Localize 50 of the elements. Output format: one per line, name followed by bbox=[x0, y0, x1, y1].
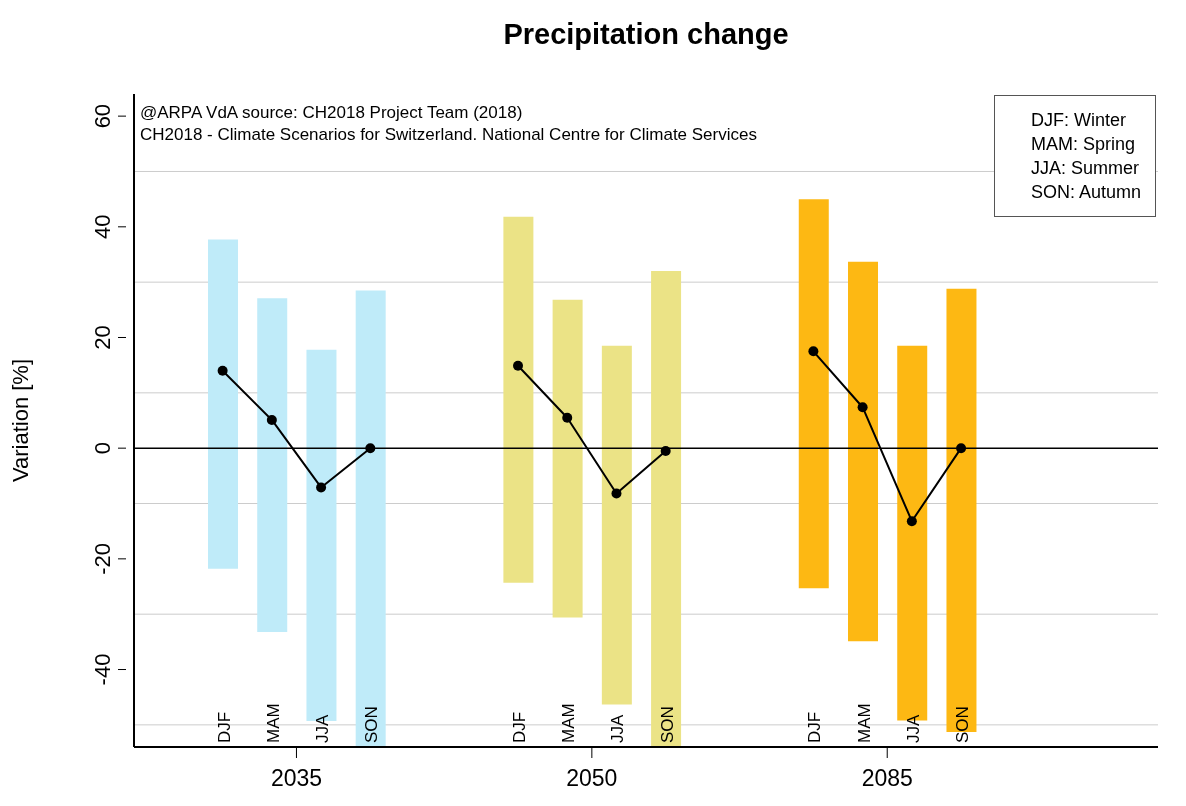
bar bbox=[798, 199, 829, 589]
bar bbox=[651, 271, 682, 747]
x-tick-label: SON bbox=[657, 706, 677, 743]
bar bbox=[208, 239, 238, 569]
bar bbox=[848, 261, 878, 642]
text: JJA: Summer bbox=[1030, 157, 1140, 180]
x-tick-label: MAM bbox=[559, 703, 579, 743]
chart-title: Precipitation change bbox=[502, 18, 790, 51]
y-tick-label: 0 bbox=[90, 442, 115, 455]
point bbox=[857, 402, 868, 413]
x-tick-label: DJF bbox=[805, 711, 825, 743]
point bbox=[217, 365, 228, 376]
point bbox=[316, 482, 327, 493]
x-tick-label: JJA bbox=[903, 714, 923, 743]
x-tick-label: SON bbox=[362, 706, 382, 743]
bar bbox=[257, 298, 288, 632]
text: MAM: Spring bbox=[1030, 133, 1136, 156]
y-tick-label: 20 bbox=[90, 325, 115, 350]
point bbox=[365, 443, 376, 454]
x-tick-label: SON bbox=[953, 706, 973, 743]
annotation: CH2018 - Climate Scenarios for Switzerland. National Centre for Climate Services bbox=[140, 124, 757, 146]
point bbox=[906, 516, 917, 527]
text: 2085 bbox=[861, 765, 913, 792]
x-tick-label: DJF bbox=[214, 711, 234, 743]
x-tick-label: MAM bbox=[263, 703, 283, 743]
x-tick-label: DJF bbox=[510, 711, 529, 743]
y-tick-label: -40 bbox=[90, 653, 115, 686]
text: DJF: Winter bbox=[1030, 109, 1127, 132]
y-axis-title: Variation [%] bbox=[7, 358, 33, 483]
x-tick-label: MAM bbox=[854, 703, 874, 743]
bar bbox=[503, 216, 534, 583]
bar bbox=[601, 345, 632, 705]
text: SON: Autumn bbox=[1030, 181, 1141, 204]
bar bbox=[552, 299, 583, 618]
point bbox=[660, 445, 671, 456]
y-tick-label: 60 bbox=[90, 103, 115, 129]
point bbox=[562, 412, 573, 423]
point bbox=[513, 360, 523, 371]
point bbox=[611, 488, 622, 499]
y-tick-label: -20 bbox=[90, 542, 115, 575]
x-tick-label: JJA bbox=[313, 714, 333, 743]
y-tick-label: 40 bbox=[90, 214, 115, 240]
bar bbox=[355, 290, 386, 747]
point bbox=[808, 346, 819, 357]
x-tick-label: JJA bbox=[608, 714, 628, 743]
annotation: @ARPA VdA source: CH2018 Project Team (2018) bbox=[140, 102, 524, 124]
text: 2050 bbox=[566, 765, 618, 792]
point bbox=[266, 414, 277, 425]
point bbox=[956, 443, 967, 454]
text: 2035 bbox=[270, 765, 323, 792]
